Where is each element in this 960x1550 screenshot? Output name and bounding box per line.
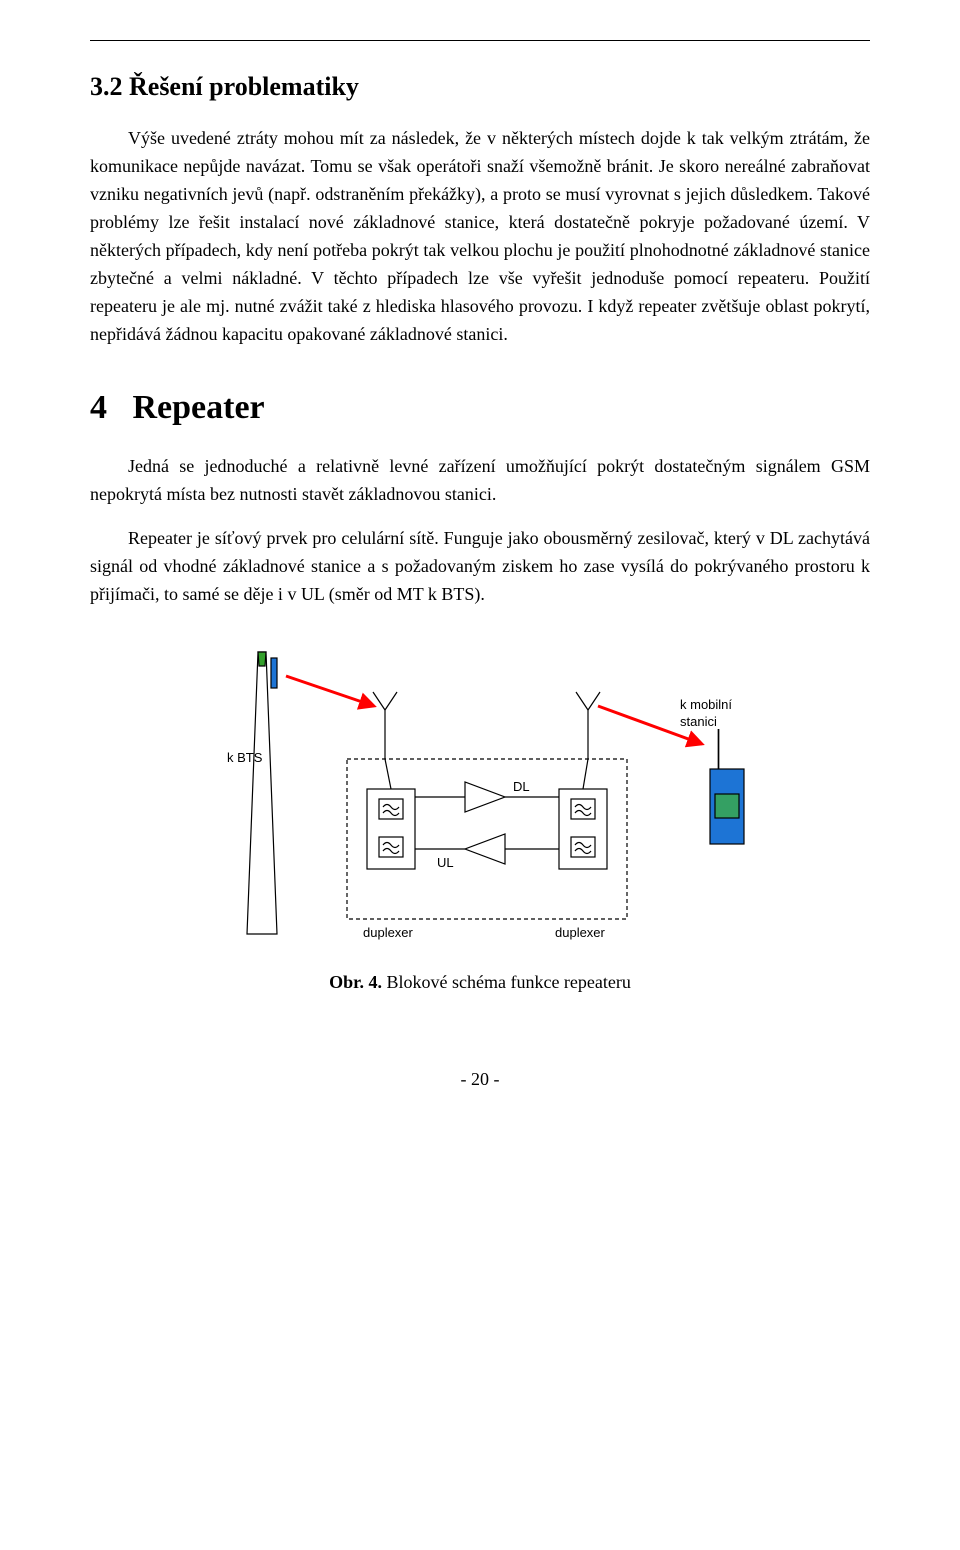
svg-text:duplexer: duplexer (555, 925, 606, 940)
subsection-heading: 3.2 Řešení problematiky (90, 67, 870, 107)
top-rule (90, 40, 870, 41)
svg-text:UL: UL (437, 855, 454, 870)
repeater-block-schematic: k BTS k mobilní stanici DL UL duplexer duplexe… (200, 634, 760, 949)
svg-text:k BTS: k BTS (227, 750, 263, 765)
section-heading: 4 Repeater (90, 382, 870, 435)
page-number: - 20 - (90, 1066, 870, 1094)
svg-text:duplexer: duplexer (363, 925, 414, 940)
paragraph-3: Repeater je síťový prvek pro celulární s… (90, 525, 870, 609)
subsection-number: 3.2 (90, 72, 123, 101)
paragraph-2: Jedná se jednoduché a relativně levné za… (90, 453, 870, 509)
svg-text:DL: DL (513, 779, 530, 794)
subsection-title: Řešení problematiky (129, 72, 359, 101)
figure-4-caption: Obr. 4. Blokové schéma funkce repeateru (90, 969, 870, 997)
caption-text: Blokové schéma funkce repeateru (386, 972, 630, 992)
caption-label: Obr. 4. (329, 972, 382, 992)
svg-text:stanici: stanici (680, 714, 717, 729)
paragraph-1: Výše uvedené ztráty mohou mít za následe… (90, 125, 870, 348)
figure-4-diagram: k BTS k mobilní stanici DL UL duplexer duplexe… (90, 634, 870, 949)
svg-text:k mobilní: k mobilní (680, 697, 732, 712)
section-number: 4 (90, 389, 107, 426)
section-title: Repeater (133, 389, 265, 426)
